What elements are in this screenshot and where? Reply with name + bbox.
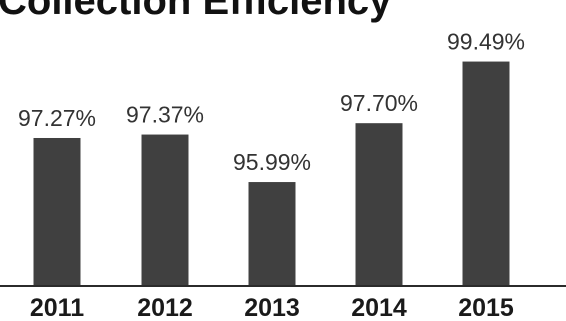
chart-title: Collection Efficiency xyxy=(0,0,392,23)
bar-value-label-2012: 97.37% xyxy=(126,102,204,128)
x-tick-label-2011: 2011 xyxy=(30,294,84,321)
value-labels-group: 97.27% 97.37% 95.99% 97.70% 99.49% xyxy=(18,29,525,176)
bar-value-label-2014: 97.70% xyxy=(340,90,418,116)
bar-2012 xyxy=(141,134,189,285)
bars-group xyxy=(33,61,510,286)
bar-2013 xyxy=(248,182,296,285)
x-tick-label-2015: 2015 xyxy=(458,294,514,321)
x-tick-labels-group: 2011 2012 2013 2014 2015 xyxy=(30,294,514,321)
bar-value-label-2011: 97.27% xyxy=(18,105,96,131)
bar-2011 xyxy=(33,137,81,285)
bar-value-label-2015: 99.49% xyxy=(447,29,525,55)
bar-2014 xyxy=(355,123,403,285)
x-tick-label-2014: 2014 xyxy=(351,294,407,321)
x-tick-label-2012: 2012 xyxy=(137,294,193,321)
bar-value-label-2013: 95.99% xyxy=(233,149,311,175)
x-tick-label-2013: 2013 xyxy=(244,294,300,321)
bar-2015 xyxy=(462,61,510,286)
